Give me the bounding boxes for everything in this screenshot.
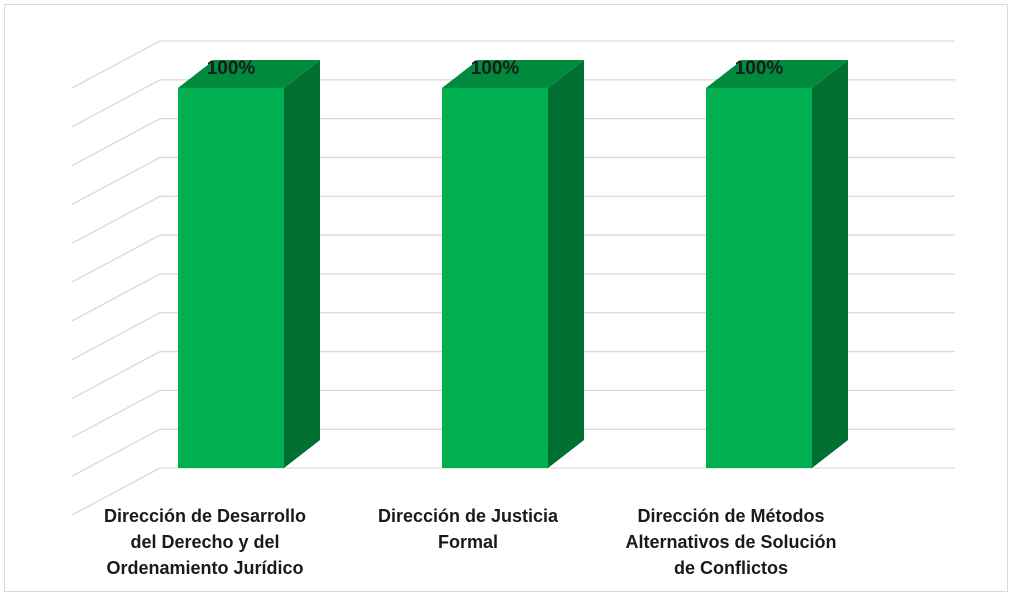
data-label-3: 100% bbox=[735, 58, 784, 79]
gridline-side bbox=[71, 428, 161, 477]
bar-top-face bbox=[442, 60, 584, 88]
gridline-side bbox=[71, 273, 161, 322]
category-label-2: Dirección de Justicia Formal bbox=[377, 506, 559, 552]
gridline-side bbox=[71, 118, 161, 167]
data-label-1: 100% bbox=[207, 58, 256, 79]
data-labels: 100% 100% 100% bbox=[207, 58, 784, 79]
gridline-side bbox=[71, 195, 161, 244]
gridline-side bbox=[71, 389, 161, 438]
gridline-side bbox=[71, 156, 161, 206]
bars bbox=[178, 60, 848, 468]
bar-side-face bbox=[812, 60, 848, 468]
gridline-side bbox=[71, 234, 161, 283]
gridline-side bbox=[71, 467, 161, 516]
category-label-3: Dirección de Métodos Alternativos de Sol… bbox=[625, 506, 837, 578]
bar-1 bbox=[178, 60, 320, 468]
bar-2 bbox=[442, 60, 584, 468]
bar-front-face bbox=[706, 88, 812, 468]
bar-side-face bbox=[548, 60, 584, 468]
bar-front-face bbox=[178, 88, 284, 468]
category-label-1: Dirección de Desarrollo del Derecho y de… bbox=[103, 506, 307, 578]
gridline-side bbox=[71, 312, 161, 361]
bar-top-face bbox=[706, 60, 848, 88]
bar-side-face bbox=[284, 60, 320, 468]
data-label-2: 100% bbox=[471, 58, 520, 79]
gridline-side bbox=[71, 350, 161, 400]
bar-3 bbox=[706, 60, 848, 468]
bar-top-face bbox=[178, 60, 320, 88]
bar-front-face bbox=[442, 88, 548, 468]
gridline-side bbox=[71, 79, 161, 128]
gridline-side bbox=[71, 40, 161, 89]
